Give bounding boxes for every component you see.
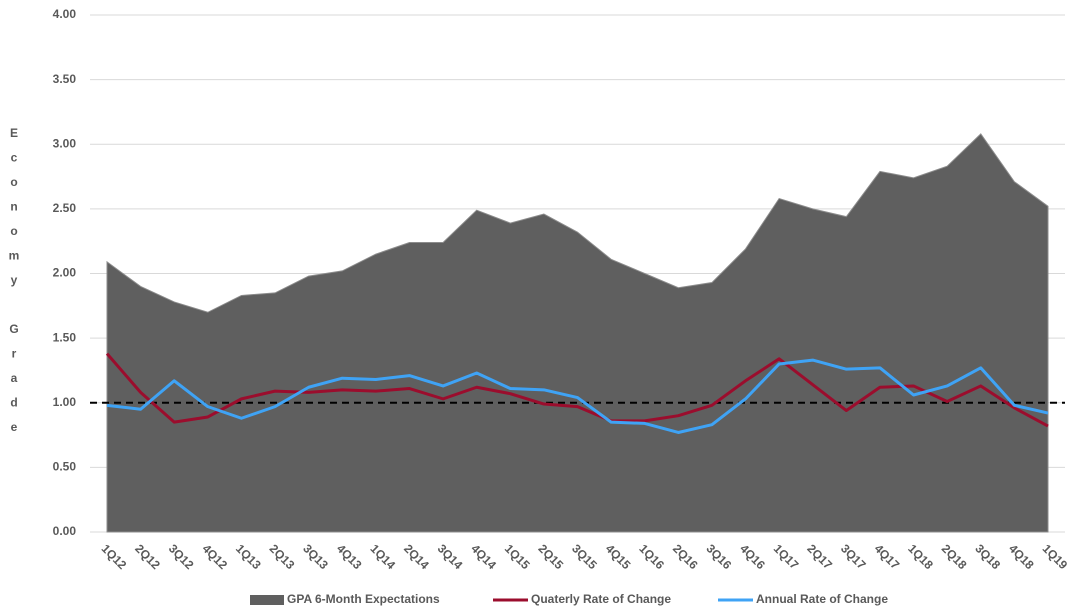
x-tick-label: 4Q13 <box>334 541 365 572</box>
y-tick-label: 2.50 <box>53 201 77 215</box>
x-tick-label: 1Q13 <box>233 541 264 572</box>
x-tick-label: 2Q13 <box>267 541 298 572</box>
x-tick-label: 4Q18 <box>1006 541 1037 572</box>
x-tick-label: 3Q16 <box>704 541 735 572</box>
y-tick-label: 1.50 <box>53 330 77 344</box>
x-tick-label: 3Q15 <box>569 541 600 572</box>
x-tick-label: 4Q16 <box>737 541 768 572</box>
x-tick-label: 1Q15 <box>502 541 533 572</box>
legend-label: Annual Rate of Change <box>756 592 888 606</box>
y-tick-label: 4.00 <box>53 7 77 21</box>
x-tick-label: 1Q12 <box>99 541 130 572</box>
legend-label: Quaterly Rate of Change <box>531 592 671 606</box>
x-tick-label: 1Q14 <box>367 541 398 572</box>
line <box>106 358 1049 434</box>
x-tick-label: 1Q19 <box>1040 541 1071 572</box>
x-tick-label: 3Q12 <box>166 541 197 572</box>
y-tick-label: 1.00 <box>53 395 77 409</box>
x-tick-label: 4Q15 <box>603 541 634 572</box>
x-tick-label: 3Q18 <box>972 541 1003 572</box>
x-tick-label: 1Q18 <box>905 541 936 572</box>
legend-swatch <box>250 595 284 605</box>
y-tick-label: 3.00 <box>53 136 77 150</box>
area <box>106 133 1049 533</box>
x-tick-label: 1Q17 <box>771 541 802 572</box>
y-tick-label: 2.00 <box>53 266 77 280</box>
x-tick-label: 2Q14 <box>401 541 432 572</box>
x-tick-label: 1Q16 <box>636 541 667 572</box>
x-tick-label: 2Q18 <box>939 541 970 572</box>
x-tick-label: 4Q12 <box>199 541 230 572</box>
y-tick-label: 0.00 <box>53 524 77 538</box>
x-tick-label: 3Q14 <box>435 541 466 572</box>
x-tick-label: 3Q17 <box>838 541 869 572</box>
x-tick-label: 2Q17 <box>804 541 835 572</box>
y-tick-label: 0.50 <box>53 460 77 474</box>
x-tick-label: 4Q14 <box>468 541 499 572</box>
x-tick-label: 2Q16 <box>670 541 701 572</box>
x-tick-label: 2Q15 <box>536 541 567 572</box>
legend-label: GPA 6-Month Expectations <box>287 592 440 606</box>
x-tick-label: 4Q17 <box>872 541 903 572</box>
y-tick-label: 3.50 <box>53 72 77 86</box>
x-tick-label: 2Q12 <box>132 541 163 572</box>
line <box>105 352 1049 428</box>
x-tick-label: 3Q13 <box>300 541 331 572</box>
